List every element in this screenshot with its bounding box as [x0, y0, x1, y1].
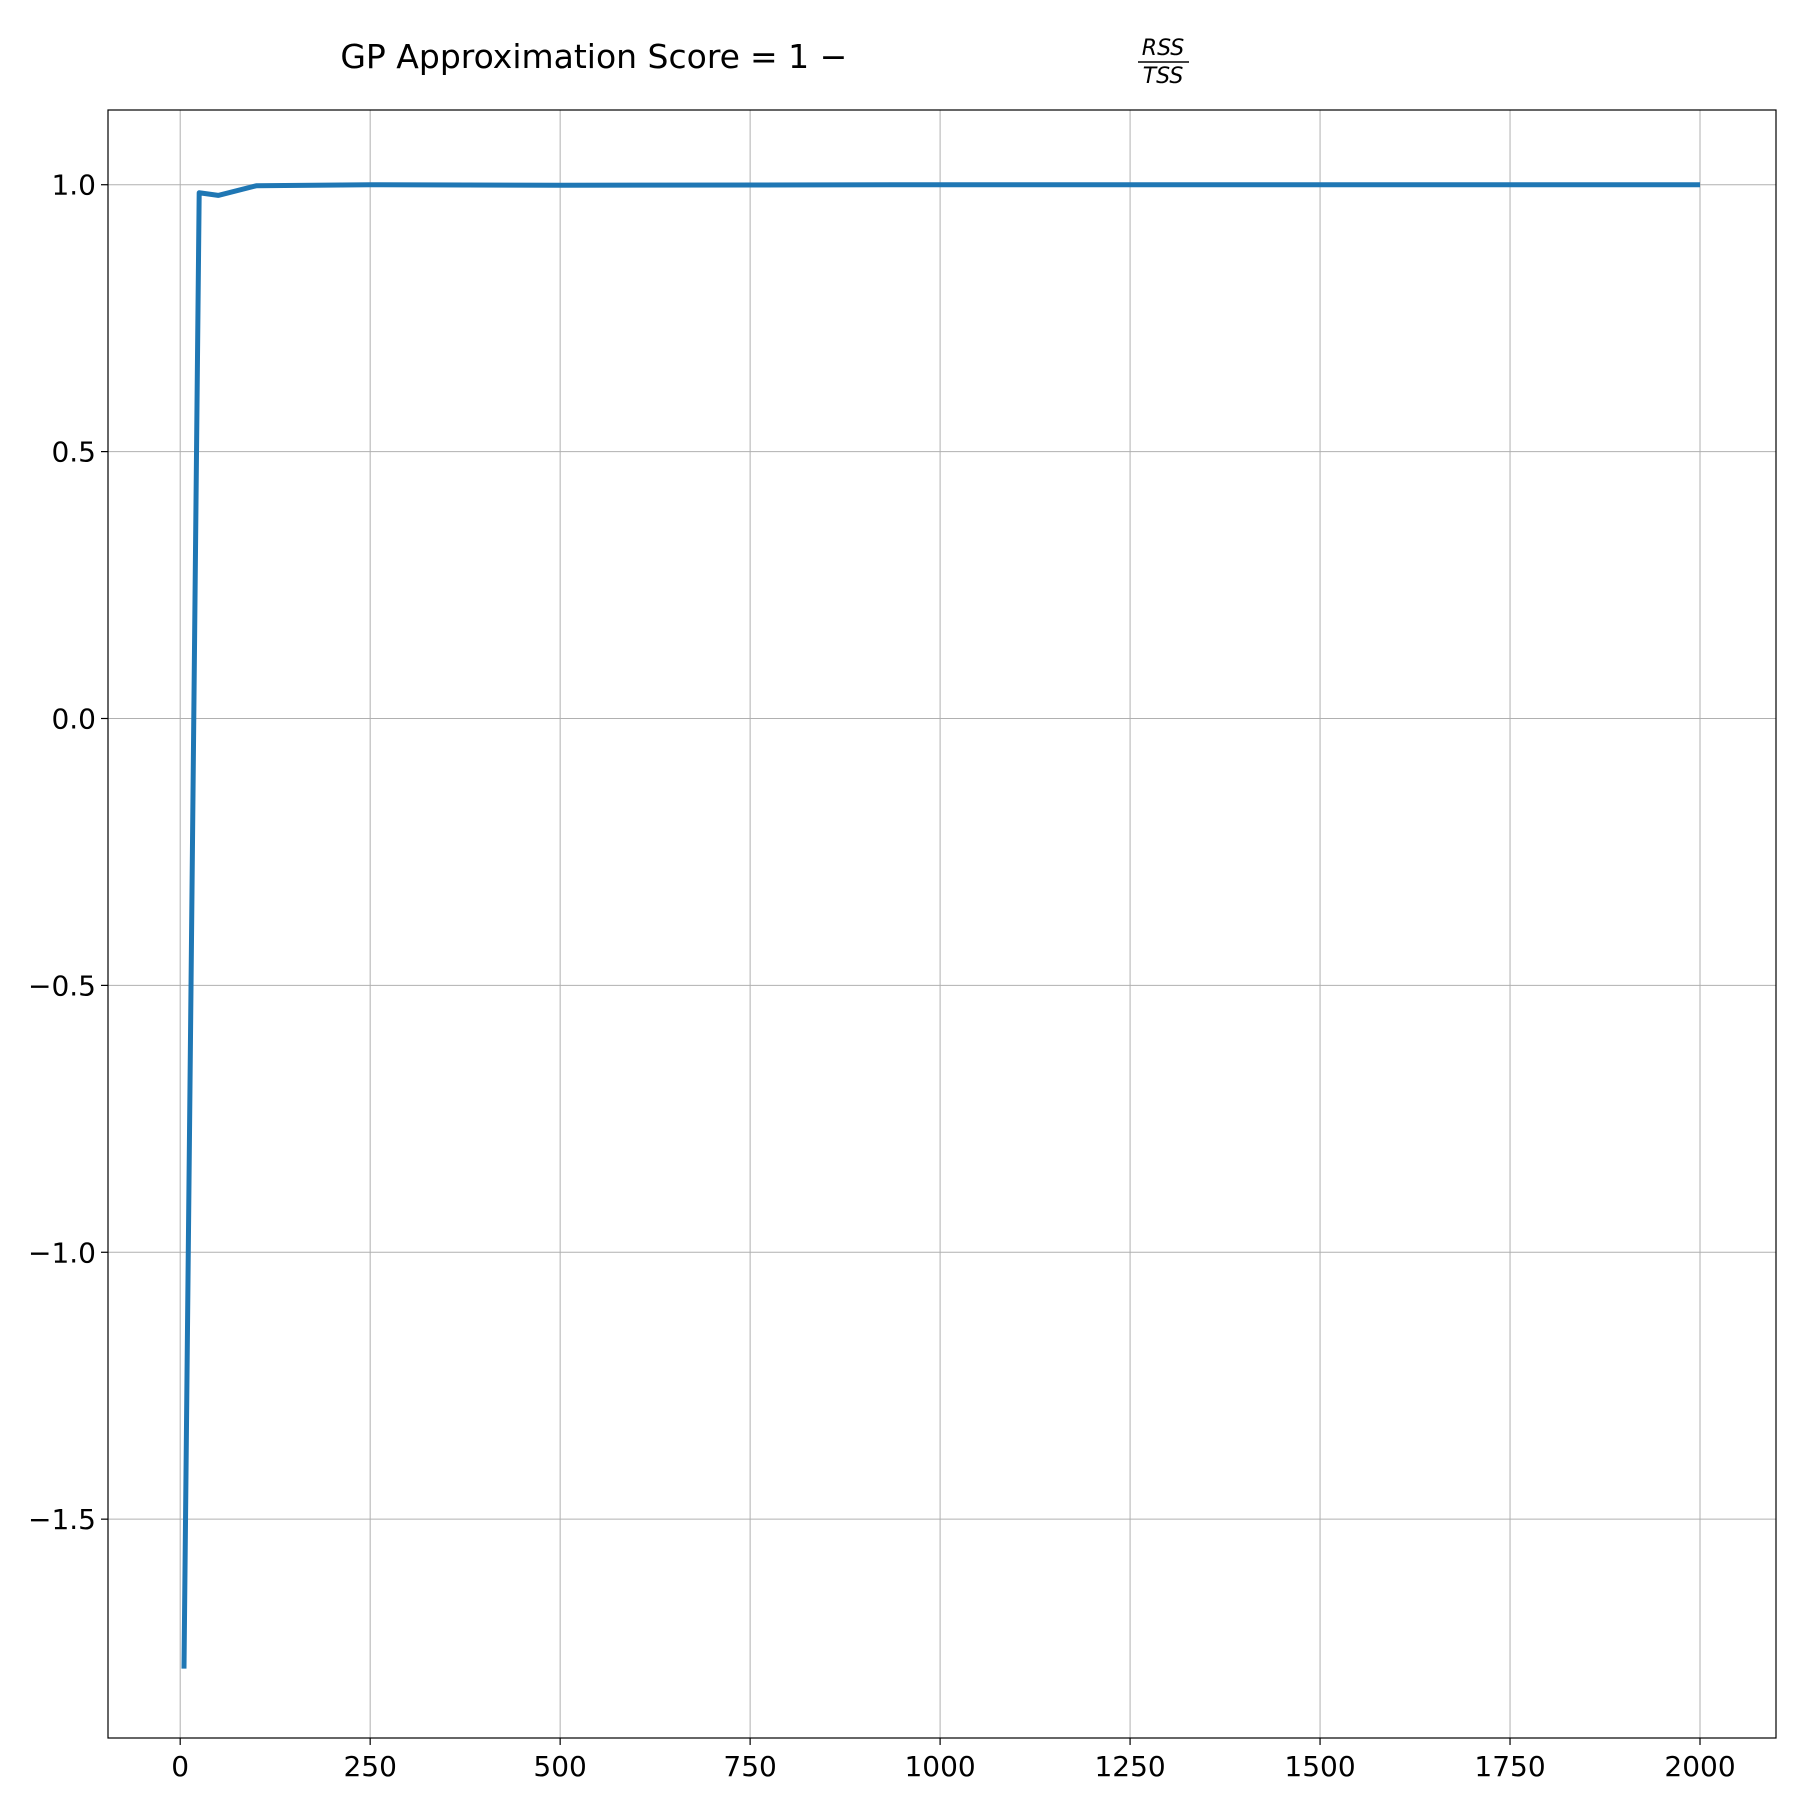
y-tick-label: −1.0 — [28, 1236, 96, 1269]
y-tick-label: 1.0 — [51, 169, 96, 202]
chart-title-denominator: TSS — [1143, 64, 1184, 89]
series-line — [181, 182, 1701, 1669]
chart-title-equation: = 1 − — [750, 37, 847, 76]
series-layer — [181, 182, 1701, 1669]
axis-ticks: 0 250 500 750 1000 1250 1500 1750 2000 1.0 0.5 0.0 −… — [28, 169, 1736, 1783]
chart-title-numerator: RSS — [1142, 36, 1184, 61]
y-tick-label: 0.5 — [51, 436, 96, 469]
x-tick-label: 1250 — [1094, 1750, 1165, 1783]
chart-title-prefix: GP Approximation Score — [340, 37, 740, 76]
x-tick-label: 0 — [171, 1750, 189, 1783]
x-tick-label: 1500 — [1284, 1750, 1355, 1783]
x-tick-label: 250 — [343, 1750, 396, 1783]
y-tick-label: 0.0 — [51, 702, 96, 735]
y-tick-label: −0.5 — [28, 969, 96, 1002]
chart-title: GP Approximation Score = 1 − RSS TSS — [340, 36, 1189, 89]
x-tick-label: 750 — [723, 1750, 776, 1783]
y-tick-label: −1.5 — [28, 1503, 96, 1536]
x-tick-label: 1750 — [1474, 1750, 1545, 1783]
x-tick-label: 2000 — [1664, 1750, 1735, 1783]
plot-area-frame — [107, 109, 1777, 1739]
x-tick-label: 500 — [533, 1750, 586, 1783]
x-tick-label: 1000 — [904, 1750, 975, 1783]
